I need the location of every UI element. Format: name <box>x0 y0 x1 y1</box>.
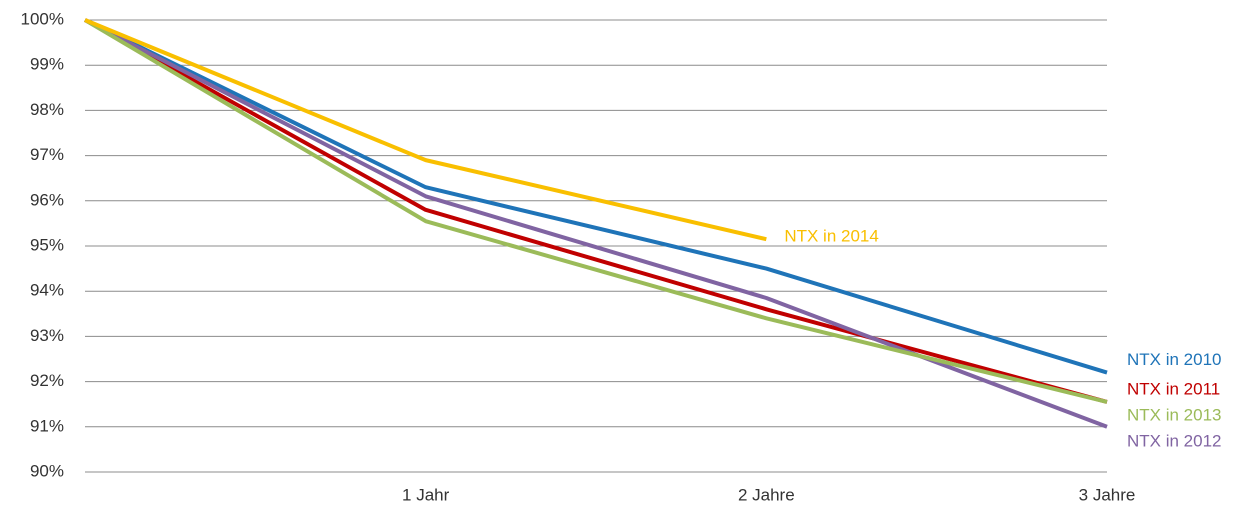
legend-label: NTX in 2014 <box>784 227 879 246</box>
x-tick-label: 1 Jahr <box>402 485 450 504</box>
y-tick-label: 92% <box>30 371 64 390</box>
series-line <box>84 18 1108 404</box>
y-tick-label: 93% <box>30 326 64 345</box>
x-tick-label: 2 Jahre <box>738 485 795 504</box>
legend-label: NTX in 2011 <box>1127 379 1220 398</box>
y-tick-label: 97% <box>30 145 64 164</box>
y-tick-label: 95% <box>30 235 64 254</box>
series-line <box>84 18 767 242</box>
legend-label: NTX in 2010 <box>1127 350 1222 369</box>
x-tick-label: 3 Jahre <box>1079 485 1136 504</box>
legend-label: NTX in 2012 <box>1127 431 1222 450</box>
y-tick-label: 98% <box>30 100 64 119</box>
y-tick-label: 94% <box>30 281 64 300</box>
legend-label: NTX in 2013 <box>1127 405 1222 424</box>
y-tick-label: 99% <box>30 55 64 74</box>
series-line <box>83 18 1108 404</box>
y-tick-label: 100% <box>21 9 64 28</box>
series-line <box>84 18 1108 375</box>
series-line <box>84 18 1108 429</box>
y-tick-label: 96% <box>30 190 64 209</box>
y-tick-label: 91% <box>30 416 64 435</box>
y-tick-label: 90% <box>30 461 64 480</box>
